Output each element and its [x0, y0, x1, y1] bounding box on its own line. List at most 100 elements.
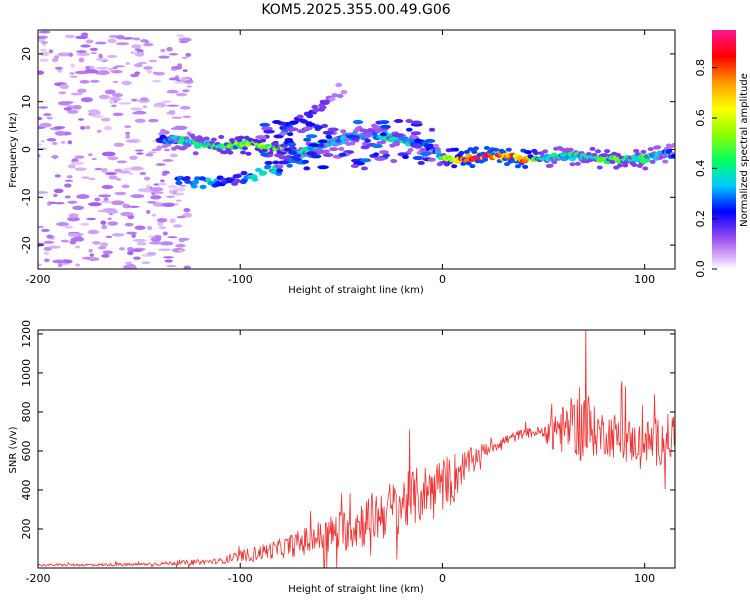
- snr-panel: -200 -100 0 100 200 400 600 800 1000 1200 Height…: [8, 320, 676, 595]
- spectrogram-cell: [179, 106, 191, 110]
- spectrogram-cell: [670, 153, 675, 159]
- snr-x-tick-label: -100: [228, 572, 253, 585]
- spectrogram-cell: [139, 171, 147, 176]
- spectrogram-cell: [85, 125, 91, 130]
- spectrogram-cell: [48, 49, 54, 54]
- spectrogram-cell: [317, 143, 325, 148]
- spectrogram-cell: [373, 152, 380, 157]
- spectrogram-cell: [39, 58, 49, 62]
- spectrogram-cell: [112, 80, 119, 84]
- spectrogram-cell: [127, 251, 134, 256]
- spectrogram-cell: [51, 57, 59, 63]
- spectrogram-cell: [70, 63, 75, 69]
- spectrogram-cell: [146, 184, 151, 190]
- spectrogram-cell: [305, 151, 317, 156]
- spectrogram-cell: [94, 197, 101, 202]
- spectrogram-cell: [161, 100, 172, 103]
- colorbar-tick-label: 0.0: [694, 260, 707, 278]
- spectrogram-cell: [115, 178, 122, 181]
- spectrogram-cell: [278, 155, 289, 160]
- spectrogram-cell: [113, 142, 125, 147]
- spectrogram-cell: [125, 131, 130, 135]
- spectrogram-x-ticks: -200 -100 0 100: [26, 30, 655, 286]
- spectrogram-cell: [181, 56, 188, 59]
- spectrogram-cell: [107, 38, 117, 44]
- spectrogram-cell: [64, 195, 71, 199]
- spectrogram-cell: [419, 147, 427, 152]
- snr-x-tick-label: 0: [439, 572, 446, 585]
- spectrogram-cell: [328, 147, 339, 152]
- snr-y-tick-label: 600: [20, 440, 33, 461]
- spectrogram-cell: [106, 54, 118, 58]
- spectrogram-cell: [168, 52, 179, 56]
- spectrogram-cell: [88, 248, 93, 253]
- spectrogram-cell: [334, 139, 342, 143]
- spectrogram-cell: [250, 174, 258, 179]
- spectrogram-cell: [352, 119, 363, 124]
- spectrogram-cell: [112, 93, 123, 98]
- spectrogram-cell: [67, 200, 78, 204]
- spectrogram-cell: [174, 81, 186, 84]
- spectrogram-cell: [40, 228, 50, 232]
- spectrogram-cell: [87, 153, 93, 157]
- spectrogram-cell: [272, 120, 282, 124]
- spectrogram-cell: [303, 137, 312, 142]
- spectrogram-cell: [483, 146, 490, 150]
- spectrogram-cell: [514, 164, 521, 169]
- spectrogram-cell: [465, 161, 472, 166]
- spectrogram-cell: [359, 158, 372, 163]
- spectrogram-cell: [101, 253, 110, 258]
- spectrogram-cell: [203, 136, 210, 141]
- snr-x-ticks: -200 -100 0 100: [26, 330, 655, 585]
- spectrogram-cell: [64, 183, 72, 188]
- spectrogram-cell: [164, 259, 173, 263]
- snr-y-tick-label: 1200: [20, 320, 33, 348]
- spectrogram-cell: [101, 224, 108, 230]
- spectrogram-cell: [149, 187, 164, 192]
- spectrogram-cell: [75, 263, 81, 267]
- spectrogram-cell: [379, 150, 389, 155]
- spectrogram-cell: [360, 145, 370, 150]
- spectrogram-cell: [161, 202, 175, 208]
- snr-x-axis-label: Height of straight line (km): [288, 584, 424, 595]
- spectrogram-cell: [264, 160, 273, 165]
- spectrogram-cell: [74, 155, 85, 159]
- spectrogram-cell: [60, 239, 69, 243]
- spectrogram-cell: [458, 150, 465, 155]
- spectrogram-cell: [117, 170, 131, 174]
- spectrogram-cell: [622, 163, 629, 168]
- spectrogram-cell: [125, 62, 130, 65]
- spectrogram-y-tick-label: 10: [20, 95, 33, 109]
- spectrogram-cell: [38, 70, 45, 75]
- spectrogram-y-ticks: -20 -10 0 10 20: [20, 47, 675, 254]
- spectrogram-cell: [305, 134, 318, 139]
- spectrogram-cell: [124, 222, 134, 227]
- spectrogram-cell: [67, 140, 73, 145]
- spectrogram-cell: [131, 233, 136, 238]
- snr-series-line: [38, 330, 675, 568]
- spectrogram-cell: [120, 211, 134, 217]
- spectrogram-cell: [343, 137, 350, 142]
- spectrogram-cell: [178, 249, 184, 253]
- colorbar-ticks: 0.0 0.2 0.4 0.6 0.8: [694, 59, 717, 278]
- spectrogram-cell: [98, 194, 112, 198]
- spectrogram-cell: [371, 144, 383, 149]
- spectrogram-cell: [136, 152, 144, 155]
- colorbar-tick-label: 0.6: [694, 109, 707, 127]
- snr-y-tick-label: 1000: [20, 359, 33, 387]
- spectrogram-cell: [210, 137, 217, 142]
- spectrogram-cell: [340, 129, 347, 134]
- spectrogram-cell: [60, 141, 66, 144]
- spectrogram-cell: [647, 147, 654, 152]
- snr-y-tick-label: 200: [20, 518, 33, 539]
- spectrogram-cell: [286, 127, 299, 132]
- spectrogram-cell: [134, 51, 145, 57]
- spectrogram-cell: [660, 153, 667, 158]
- spectrogram-cell: [260, 152, 270, 157]
- spectrogram-cell: [340, 89, 348, 95]
- spectrogram-cell: [133, 256, 141, 260]
- spectrogram-cell: [259, 122, 271, 127]
- spectrogram-cell: [101, 151, 116, 157]
- spectrogram-cell: [110, 70, 123, 74]
- spectrogram-cell: [362, 141, 368, 146]
